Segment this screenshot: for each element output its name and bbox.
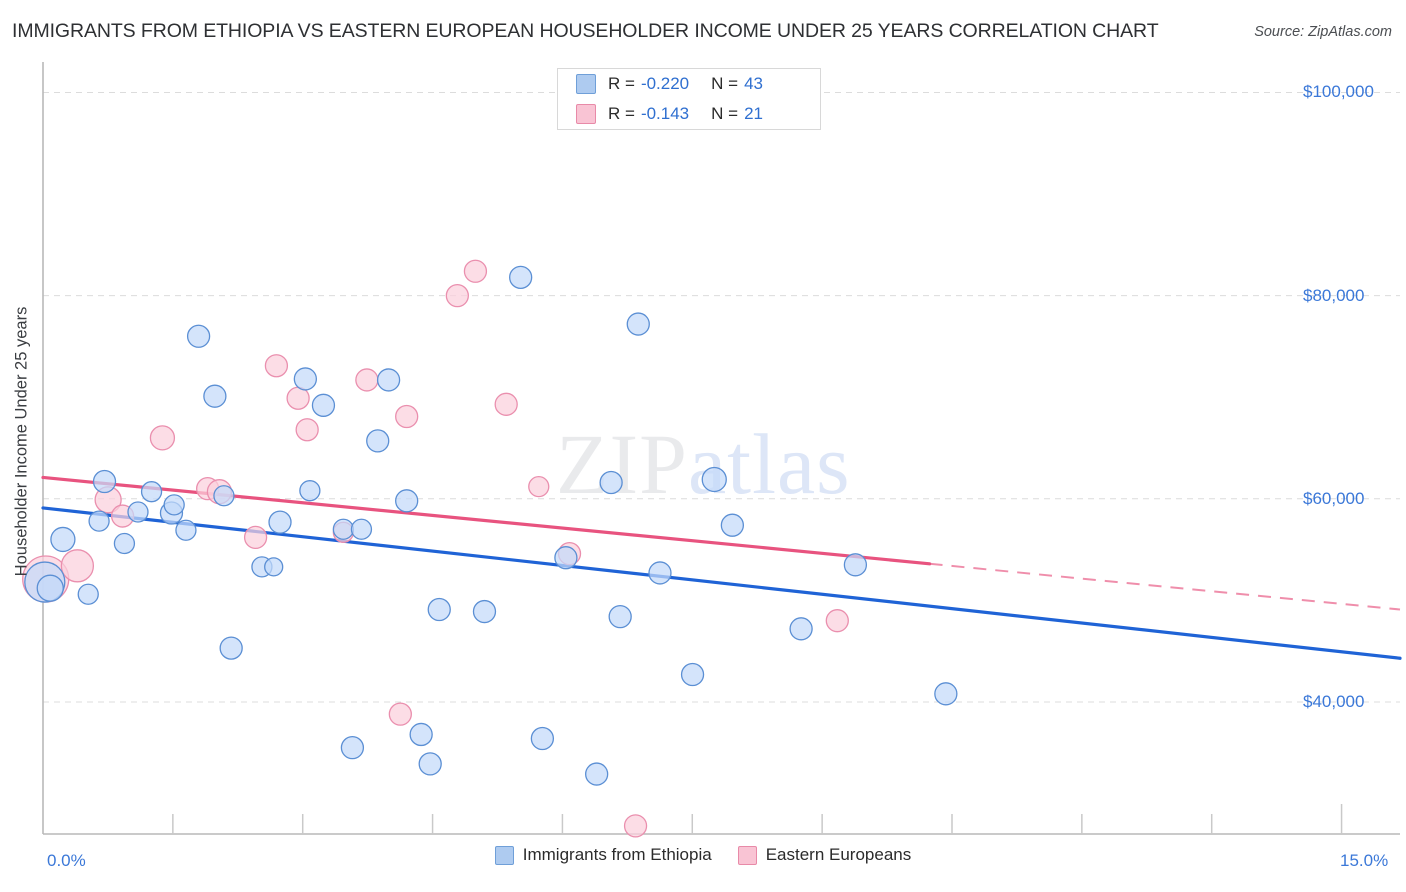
- scatter-point[interactable]: [213, 485, 235, 507]
- scatter-point[interactable]: [127, 501, 149, 523]
- scatter-point[interactable]: [77, 583, 99, 605]
- scatter-point[interactable]: [463, 259, 488, 283]
- scatter-point[interactable]: [789, 617, 813, 641]
- scatter-point[interactable]: [418, 752, 442, 776]
- scatter-point[interactable]: [530, 726, 555, 751]
- series2-r-label: R =: [608, 104, 635, 123]
- scatter-point[interactable]: [149, 425, 176, 451]
- scatter-point[interactable]: [186, 324, 211, 348]
- series1-swatch-icon: [576, 74, 596, 94]
- scatter-point[interactable]: [395, 489, 419, 513]
- y-tick-label-80000: $80,000: [1303, 285, 1365, 305]
- y-tick-label-60000: $60,000: [1303, 488, 1365, 508]
- scatter-point[interactable]: [299, 480, 321, 502]
- legend-series1-swatch-icon: [494, 845, 514, 865]
- scatter-point[interactable]: [554, 546, 578, 570]
- series1-n-value: 43: [744, 74, 763, 93]
- scatter-point[interactable]: [366, 429, 390, 453]
- scatter-point[interactable]: [311, 393, 336, 417]
- chart-legend: Immigrants from Ethiopia Eastern Europea…: [0, 845, 1406, 865]
- scatter-point[interactable]: [350, 518, 373, 540]
- scatter-point[interactable]: [528, 475, 550, 498]
- scatter-point[interactable]: [623, 814, 648, 838]
- scatter-point[interactable]: [599, 470, 623, 495]
- source-label: Source: ZipAtlas.com: [1254, 24, 1392, 40]
- scatter-point[interactable]: [332, 518, 354, 540]
- scatter-point[interactable]: [264, 354, 289, 378]
- scatter-point[interactable]: [626, 312, 650, 336]
- scatter-point[interactable]: [509, 265, 533, 289]
- scatter-point[interactable]: [585, 762, 609, 786]
- scatter-point[interactable]: [340, 736, 365, 760]
- series2-swatch-icon: [576, 104, 596, 124]
- scatter-point[interactable]: [264, 557, 284, 577]
- scatter-point[interactable]: [720, 513, 745, 537]
- scatter-point[interactable]: [825, 609, 849, 633]
- scatter-point[interactable]: [175, 519, 197, 541]
- scatter-point[interactable]: [680, 662, 705, 687]
- legend-item-eastern-europeans[interactable]: Eastern Europeans: [737, 845, 912, 865]
- scatter-point[interactable]: [293, 367, 318, 391]
- scatter-point[interactable]: [608, 604, 632, 629]
- scatter-point[interactable]: [427, 597, 451, 622]
- scatter-point[interactable]: [395, 404, 419, 429]
- x-axis-min-label: 0.0%: [47, 851, 86, 870]
- series1-n-label: N =: [711, 74, 739, 93]
- series1-r-value: -0.220: [640, 74, 690, 93]
- correlation-stats-box: R = -0.220 N = 43 R = -0.143 N = 21: [557, 68, 821, 130]
- series2-n-value: 21: [744, 104, 763, 123]
- scatter-point[interactable]: [243, 525, 268, 550]
- y-tick-label-100000: $100,000: [1303, 82, 1374, 102]
- scatter-point[interactable]: [472, 599, 497, 624]
- scatter-point[interactable]: [409, 722, 433, 747]
- stats-row-series1: R = -0.220 N = 43: [558, 69, 820, 99]
- series2-n-label: N =: [711, 104, 739, 123]
- series1-r-label: R =: [608, 74, 635, 93]
- scatter-point[interactable]: [355, 368, 379, 392]
- scatter-point[interactable]: [701, 466, 727, 493]
- scatter-point[interactable]: [268, 510, 292, 534]
- series2-r-value: -0.143: [640, 104, 690, 123]
- scatter-point[interactable]: [376, 368, 401, 392]
- scatter-point[interactable]: [203, 384, 227, 408]
- legend-series2-label: Eastern Europeans: [765, 845, 912, 864]
- scatter-point[interactable]: [445, 283, 469, 308]
- scatter-point[interactable]: [50, 526, 76, 553]
- stats-row-series2: R = -0.143 N = 21: [558, 99, 820, 129]
- scatter-point[interactable]: [140, 481, 163, 503]
- legend-series2-swatch-icon: [737, 845, 757, 865]
- scatter-point[interactable]: [113, 532, 136, 555]
- y-axis-title: Householder Income Under 25 years: [12, 306, 31, 577]
- page-title: IMMIGRANTS FROM ETHIOPIA VS EASTERN EURO…: [12, 20, 1159, 42]
- scatter-point[interactable]: [494, 392, 518, 416]
- scatter-point[interactable]: [388, 702, 412, 726]
- y-tick-label-40000: $40,000: [1303, 691, 1365, 711]
- scatter-point[interactable]: [36, 574, 64, 602]
- x-axis-max-label: 15.0%: [1340, 851, 1389, 870]
- legend-series1-label: Immigrants from Ethiopia: [522, 845, 712, 864]
- scatter-point[interactable]: [88, 510, 110, 532]
- scatter-point[interactable]: [92, 469, 117, 494]
- scatter-point[interactable]: [60, 549, 95, 583]
- legend-item-immigrants-from-ethiopia[interactable]: Immigrants from Ethiopia: [494, 845, 712, 865]
- scatter-point[interactable]: [163, 494, 185, 516]
- scatter-point[interactable]: [648, 561, 672, 585]
- scatter-point[interactable]: [843, 553, 868, 577]
- scatter-point[interactable]: [934, 682, 958, 706]
- scatter-point[interactable]: [219, 636, 243, 660]
- scatter-point[interactable]: [295, 418, 319, 442]
